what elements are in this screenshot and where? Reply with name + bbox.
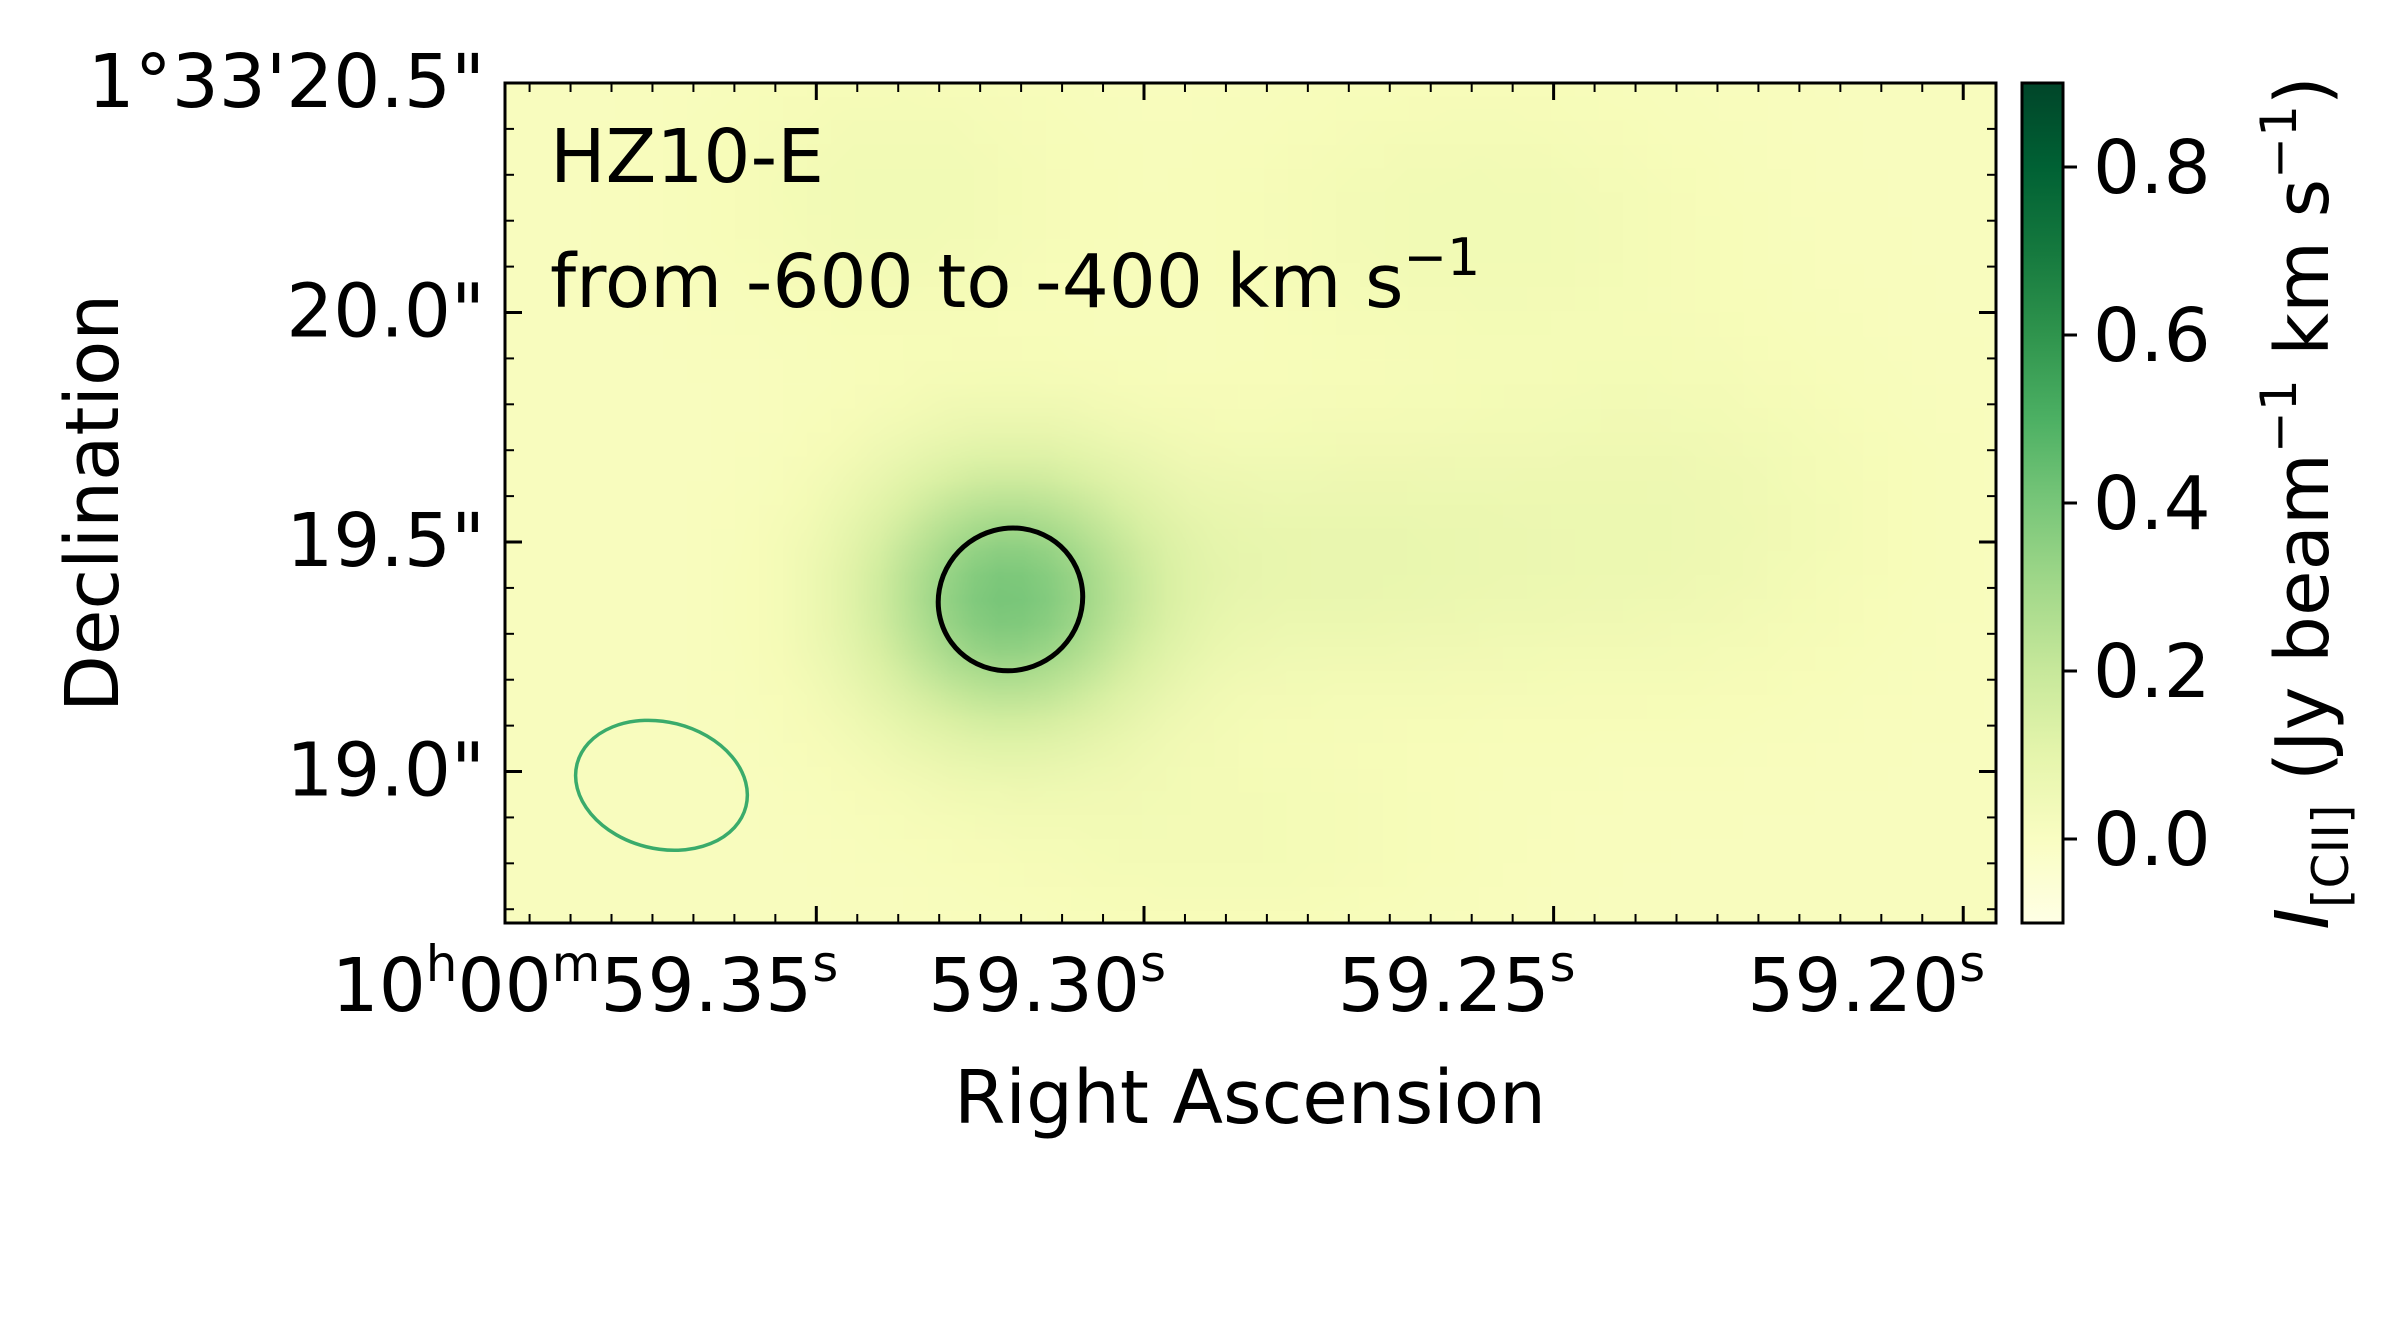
colorbar-label-close: ) [2260,76,2346,105]
x-tick-label-sup: m [552,935,601,993]
x-tick-labels: 10h00m59.35s 59.30s 59.25s 59.20s [332,935,1986,1029]
y-tick-label: 1°33'20.5" [88,39,485,125]
x-tick-label: 59.20s [1747,935,1985,1029]
x-tick-label-sup: h [426,935,458,993]
velocity-range-label: from -600 to -400 km s−1 [550,228,1480,325]
x-tick-label-sup: s [1140,935,1166,993]
y-tick-label: 19.0" [286,728,485,814]
colorbar-tick-label: 0.4 [2093,461,2211,547]
colorbar-tick-label: 0.0 [2093,797,2211,883]
y-tick-label: 20.0" [286,269,485,355]
y-axis-label: Declination [50,294,136,712]
x-tick-label-part: 10 [332,943,426,1029]
beam-ellipse [573,718,750,853]
x-axis-label: Right Ascension [954,1055,1546,1141]
colorbar-label-unit2: km s [2260,179,2346,380]
x-tick-label: 59.30s [928,935,1166,1029]
y-tick-label: 19.5" [286,498,485,584]
source-name-label: HZ10-E [550,114,824,200]
x-tick-label-sup: s [812,935,838,993]
colorbar-tick-label: 0.8 [2093,125,2211,211]
cii-contour [935,525,1086,674]
intensity-map [505,83,1996,923]
x-tick-label: 59.25s [1338,935,1576,1029]
colorbar [2020,81,2065,925]
x-tick-label-part: 00 [457,943,551,1029]
colorbar-label-symbol: I [2260,908,2346,930]
y-tick-labels: 1°33'20.5" 20.0" 19.5" 19.0" [88,39,485,814]
colorbar-label-sup2: −1 [2250,105,2308,179]
x-tick-label-part: 59.35 [600,943,812,1029]
x-tick-label-sup: s [1959,935,1985,993]
x-tick-label-sup: s [1550,935,1576,993]
velocity-range-sup: −1 [1404,228,1481,288]
velocity-range-text: from -600 to -400 km s [550,239,1404,325]
x-tick-label-part: 59.30 [928,943,1140,1029]
x-tick-label-part: 59.20 [1747,943,1959,1029]
colorbar-label-unit1: (Jy beam [2260,453,2346,804]
plot-frame [503,81,1998,925]
colorbar-ticks: 0.0 0.2 0.4 0.6 0.8 [2063,125,2211,883]
colorbar-tick-label: 0.2 [2093,629,2211,715]
colorbar-label-sup1: −1 [2250,379,2308,453]
colorbar-label: I[CII] (Jy beam−1 km s−1) [2250,76,2360,930]
x-tick-label-part: 59.25 [1338,943,1550,1029]
colorbar-tick-label: 0.6 [2093,293,2211,379]
colorbar-label-sub: [CII] [2302,805,2360,908]
x-tick-label: 10h00m59.35s [332,935,839,1029]
